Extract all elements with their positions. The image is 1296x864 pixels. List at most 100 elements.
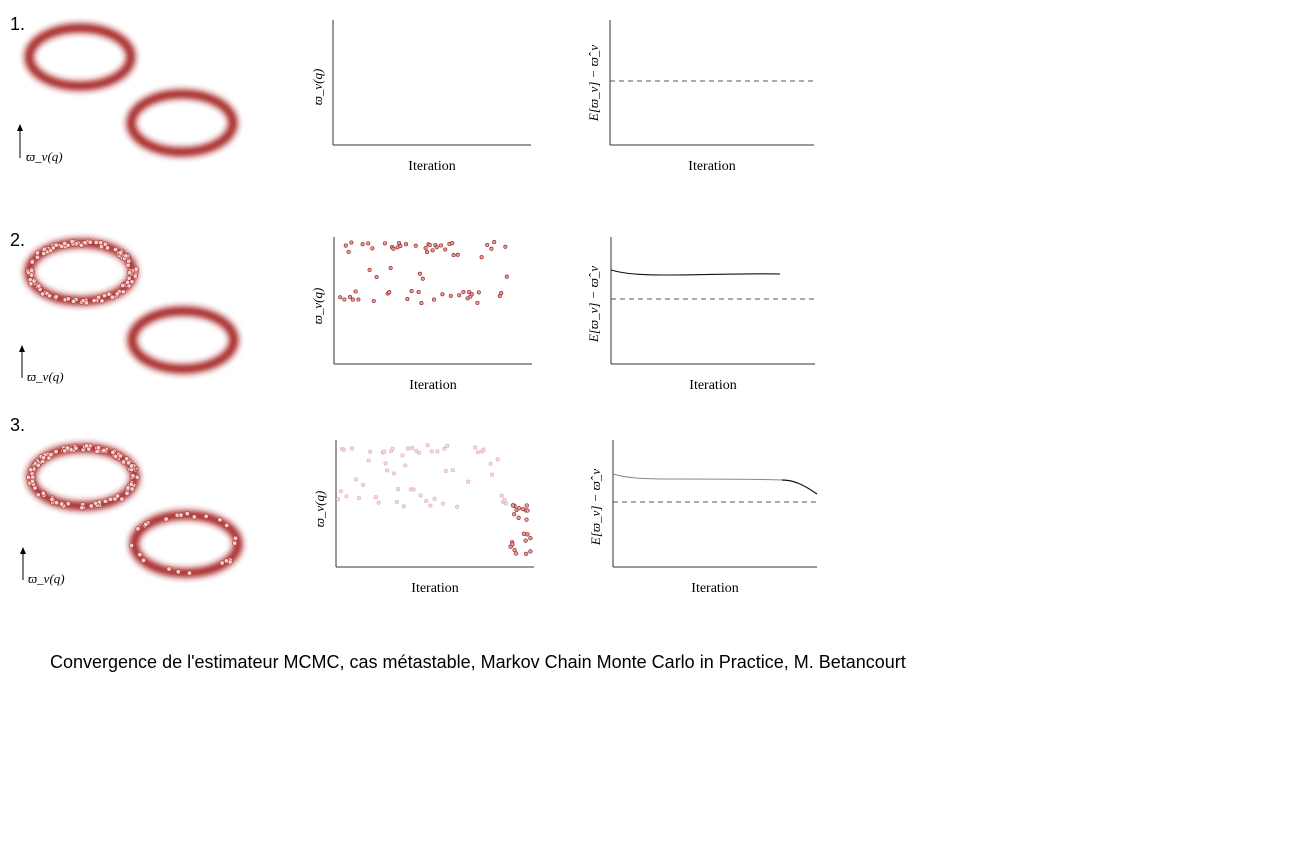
- trace-point: [435, 246, 438, 249]
- sample-point: [233, 541, 237, 545]
- trace-point: [513, 548, 517, 552]
- trace-point: [371, 247, 374, 250]
- sample-point: [98, 241, 102, 245]
- sample-point: [125, 491, 129, 495]
- lower-mode-ring: [131, 94, 233, 152]
- sample-point: [110, 295, 114, 299]
- sample-point: [127, 271, 131, 275]
- y-axis-label: E[ϖ_v] − ϖ̂_v: [588, 469, 603, 546]
- trace-point: [493, 240, 496, 243]
- trace-point: [397, 487, 400, 490]
- trace-point: [385, 469, 388, 472]
- trace-point: [355, 478, 358, 481]
- sample-point: [108, 497, 112, 501]
- row-2-error-plot: Iteration E[ϖ_v] − ϖ̂_v: [580, 234, 830, 399]
- trace-point: [368, 268, 371, 271]
- trace-point: [524, 552, 528, 556]
- trace-point: [402, 505, 405, 508]
- sample-point: [96, 445, 100, 449]
- trace-point: [456, 253, 459, 256]
- mode-axis-label: ϖ_v(q): [27, 369, 64, 384]
- sample-point: [30, 268, 34, 272]
- sample-point: [30, 260, 34, 264]
- sample-point: [224, 559, 228, 563]
- trace-plot-1: Iteration ϖ_v(q): [300, 15, 550, 180]
- sample-point: [41, 491, 45, 495]
- trace-point: [511, 504, 515, 508]
- sample-point: [36, 463, 40, 467]
- trace-point: [401, 454, 404, 457]
- sample-point: [135, 475, 139, 479]
- sample-point: [36, 493, 40, 497]
- trace-point: [383, 450, 386, 453]
- lower-mode-ring: [132, 311, 234, 369]
- sample-point: [179, 513, 183, 517]
- error-curve-late: [782, 480, 817, 494]
- y-axis-label: ϖ_v(q): [310, 69, 325, 106]
- row-3-trace-plot: Iteration ϖ_v(q): [302, 437, 552, 602]
- trace-point: [504, 502, 507, 505]
- sample-point: [83, 240, 87, 244]
- trace-point: [470, 293, 473, 296]
- trace-point: [512, 512, 516, 516]
- trace-point: [343, 298, 346, 301]
- trace-point: [439, 244, 442, 247]
- trace-point: [529, 550, 533, 554]
- sample-point: [185, 511, 189, 515]
- trace-point: [444, 469, 447, 472]
- trace-point: [446, 444, 449, 447]
- trace-point: [417, 290, 420, 293]
- trace-point: [433, 497, 436, 500]
- sample-point: [66, 297, 70, 301]
- trace-point: [444, 248, 447, 251]
- trace-point: [425, 250, 428, 253]
- trace-point: [462, 290, 465, 293]
- trace-point: [395, 500, 398, 503]
- trace-samples: [336, 444, 532, 556]
- trace-point: [384, 462, 387, 465]
- sample-point: [89, 504, 93, 508]
- sample-point: [70, 239, 74, 243]
- mode-axis-label: ϖ_v(q): [26, 149, 63, 164]
- sample-point: [84, 301, 88, 305]
- trace-point: [529, 536, 533, 540]
- modes-diagram-2: ϖ_v(q): [0, 220, 260, 410]
- trace-point: [490, 473, 493, 476]
- trace-point: [347, 250, 350, 253]
- sample-point: [26, 475, 30, 479]
- sample-point: [126, 486, 130, 490]
- sample-point: [167, 567, 171, 571]
- trace-point: [517, 506, 521, 510]
- trace-point: [524, 539, 528, 543]
- trace-point: [486, 243, 489, 246]
- sample-point: [126, 263, 130, 267]
- row-1-trace-plot: Iteration ϖ_v(q): [300, 15, 550, 180]
- sample-point: [60, 502, 64, 506]
- sample-point: [218, 518, 222, 522]
- sample-point: [92, 298, 96, 302]
- sample-point: [54, 295, 58, 299]
- sample-point: [37, 284, 41, 288]
- sample-point: [129, 464, 133, 468]
- sample-point: [35, 255, 39, 259]
- sample-point: [192, 515, 196, 519]
- sample-point: [103, 499, 107, 503]
- error-plot-2: Iteration E[ϖ_v] − ϖ̂_v: [580, 234, 830, 399]
- trace-point: [391, 447, 394, 450]
- trace-point: [389, 266, 392, 269]
- sample-point: [121, 290, 125, 294]
- sample-point: [50, 497, 54, 501]
- trace-point: [504, 245, 507, 248]
- y-axis-label: ϖ_v(q): [310, 288, 325, 325]
- trace-point: [357, 497, 360, 500]
- trace-point: [424, 246, 427, 249]
- trace-point: [351, 298, 354, 301]
- sample-point: [141, 558, 145, 562]
- sample-point: [80, 506, 84, 510]
- sample-point: [100, 299, 104, 303]
- sample-point: [129, 543, 133, 547]
- trace-point: [414, 244, 417, 247]
- mode-axis-label: ϖ_v(q): [28, 571, 65, 586]
- trace-point: [443, 447, 446, 450]
- sample-point: [187, 571, 191, 575]
